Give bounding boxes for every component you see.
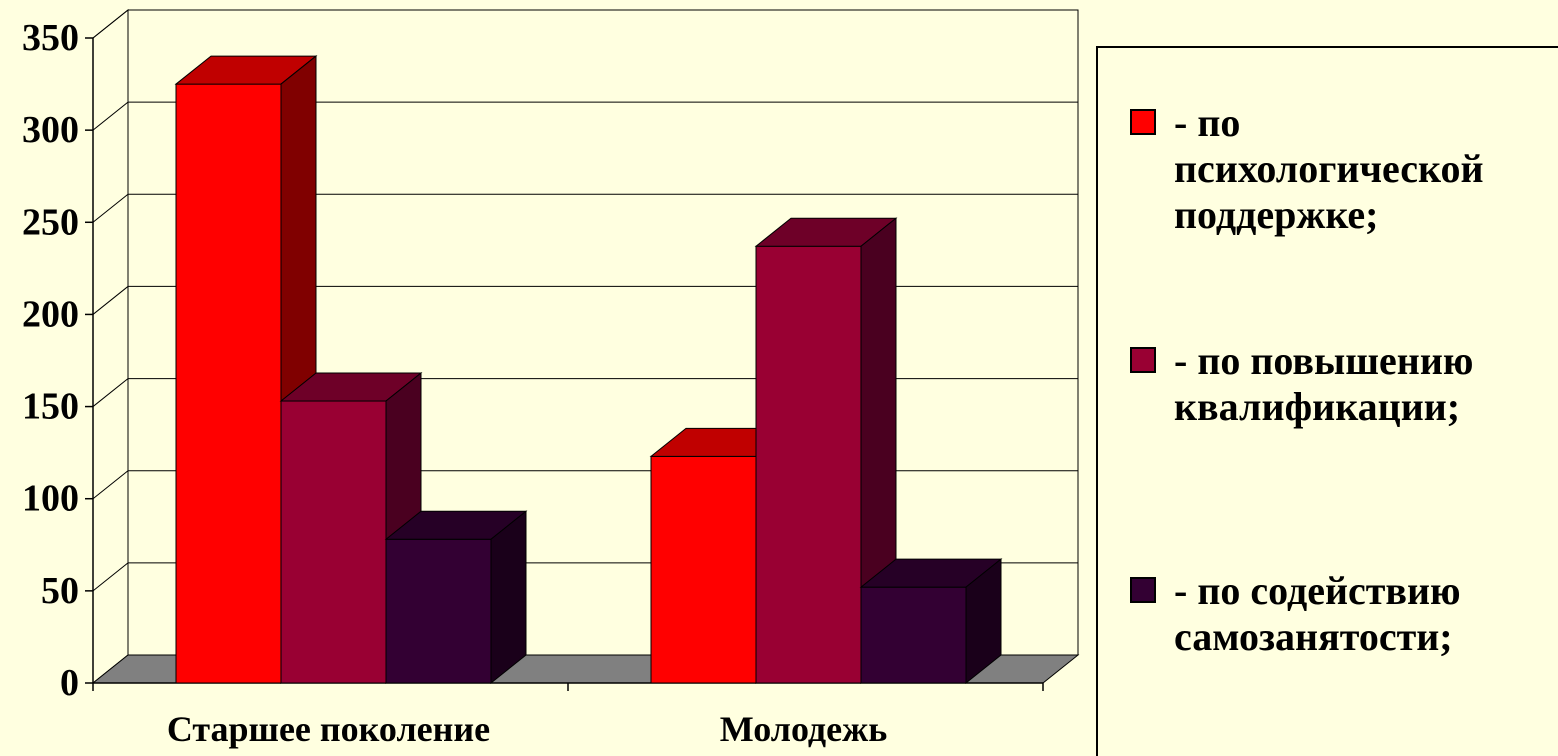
x-category-label: Старшее поколение [167,709,490,749]
bar-front [280,400,387,684]
y-tick-label: 50 [41,570,79,612]
legend-item-self-employment: - по содействию самозанятости; [1130,568,1554,660]
legend-swatch-red [1130,109,1156,135]
gridline [92,9,1078,39]
bar-front [385,538,492,684]
y-tick-label: 200 [22,293,79,335]
legend-item-qualification: - по повышению квалификации; [1130,338,1554,430]
bar-side [490,510,527,685]
legend-swatch-crimson [1130,347,1156,373]
y-tick-label: 100 [22,478,79,520]
legend-label: - по содействию самозанятости; [1174,568,1461,659]
legend-swatch-dark-purple [1130,577,1156,603]
bar-front [860,586,967,684]
legend-item-psychological-support: - по психологической поддержке; [1130,100,1554,238]
y-tick-label: 350 [22,17,79,59]
legend-label: - по повышению квалификации; [1174,338,1474,429]
y-tick-label: 0 [60,662,79,704]
bar-front [175,83,282,684]
bar-side [965,558,1002,685]
y-tick-label: 150 [22,386,79,428]
gridline [92,193,1078,223]
x-category-label: Молодежь [720,709,888,749]
y-tick-label: 250 [22,201,79,243]
bar-front [755,245,862,684]
y-tick-label: 300 [22,109,79,151]
side-wall [92,8,129,685]
legend-label: - по психологической поддержке; [1174,100,1484,237]
bar-front [650,455,757,684]
legend: - по психологической поддержке; - по пов… [1096,46,1558,756]
gridline [92,101,1078,131]
